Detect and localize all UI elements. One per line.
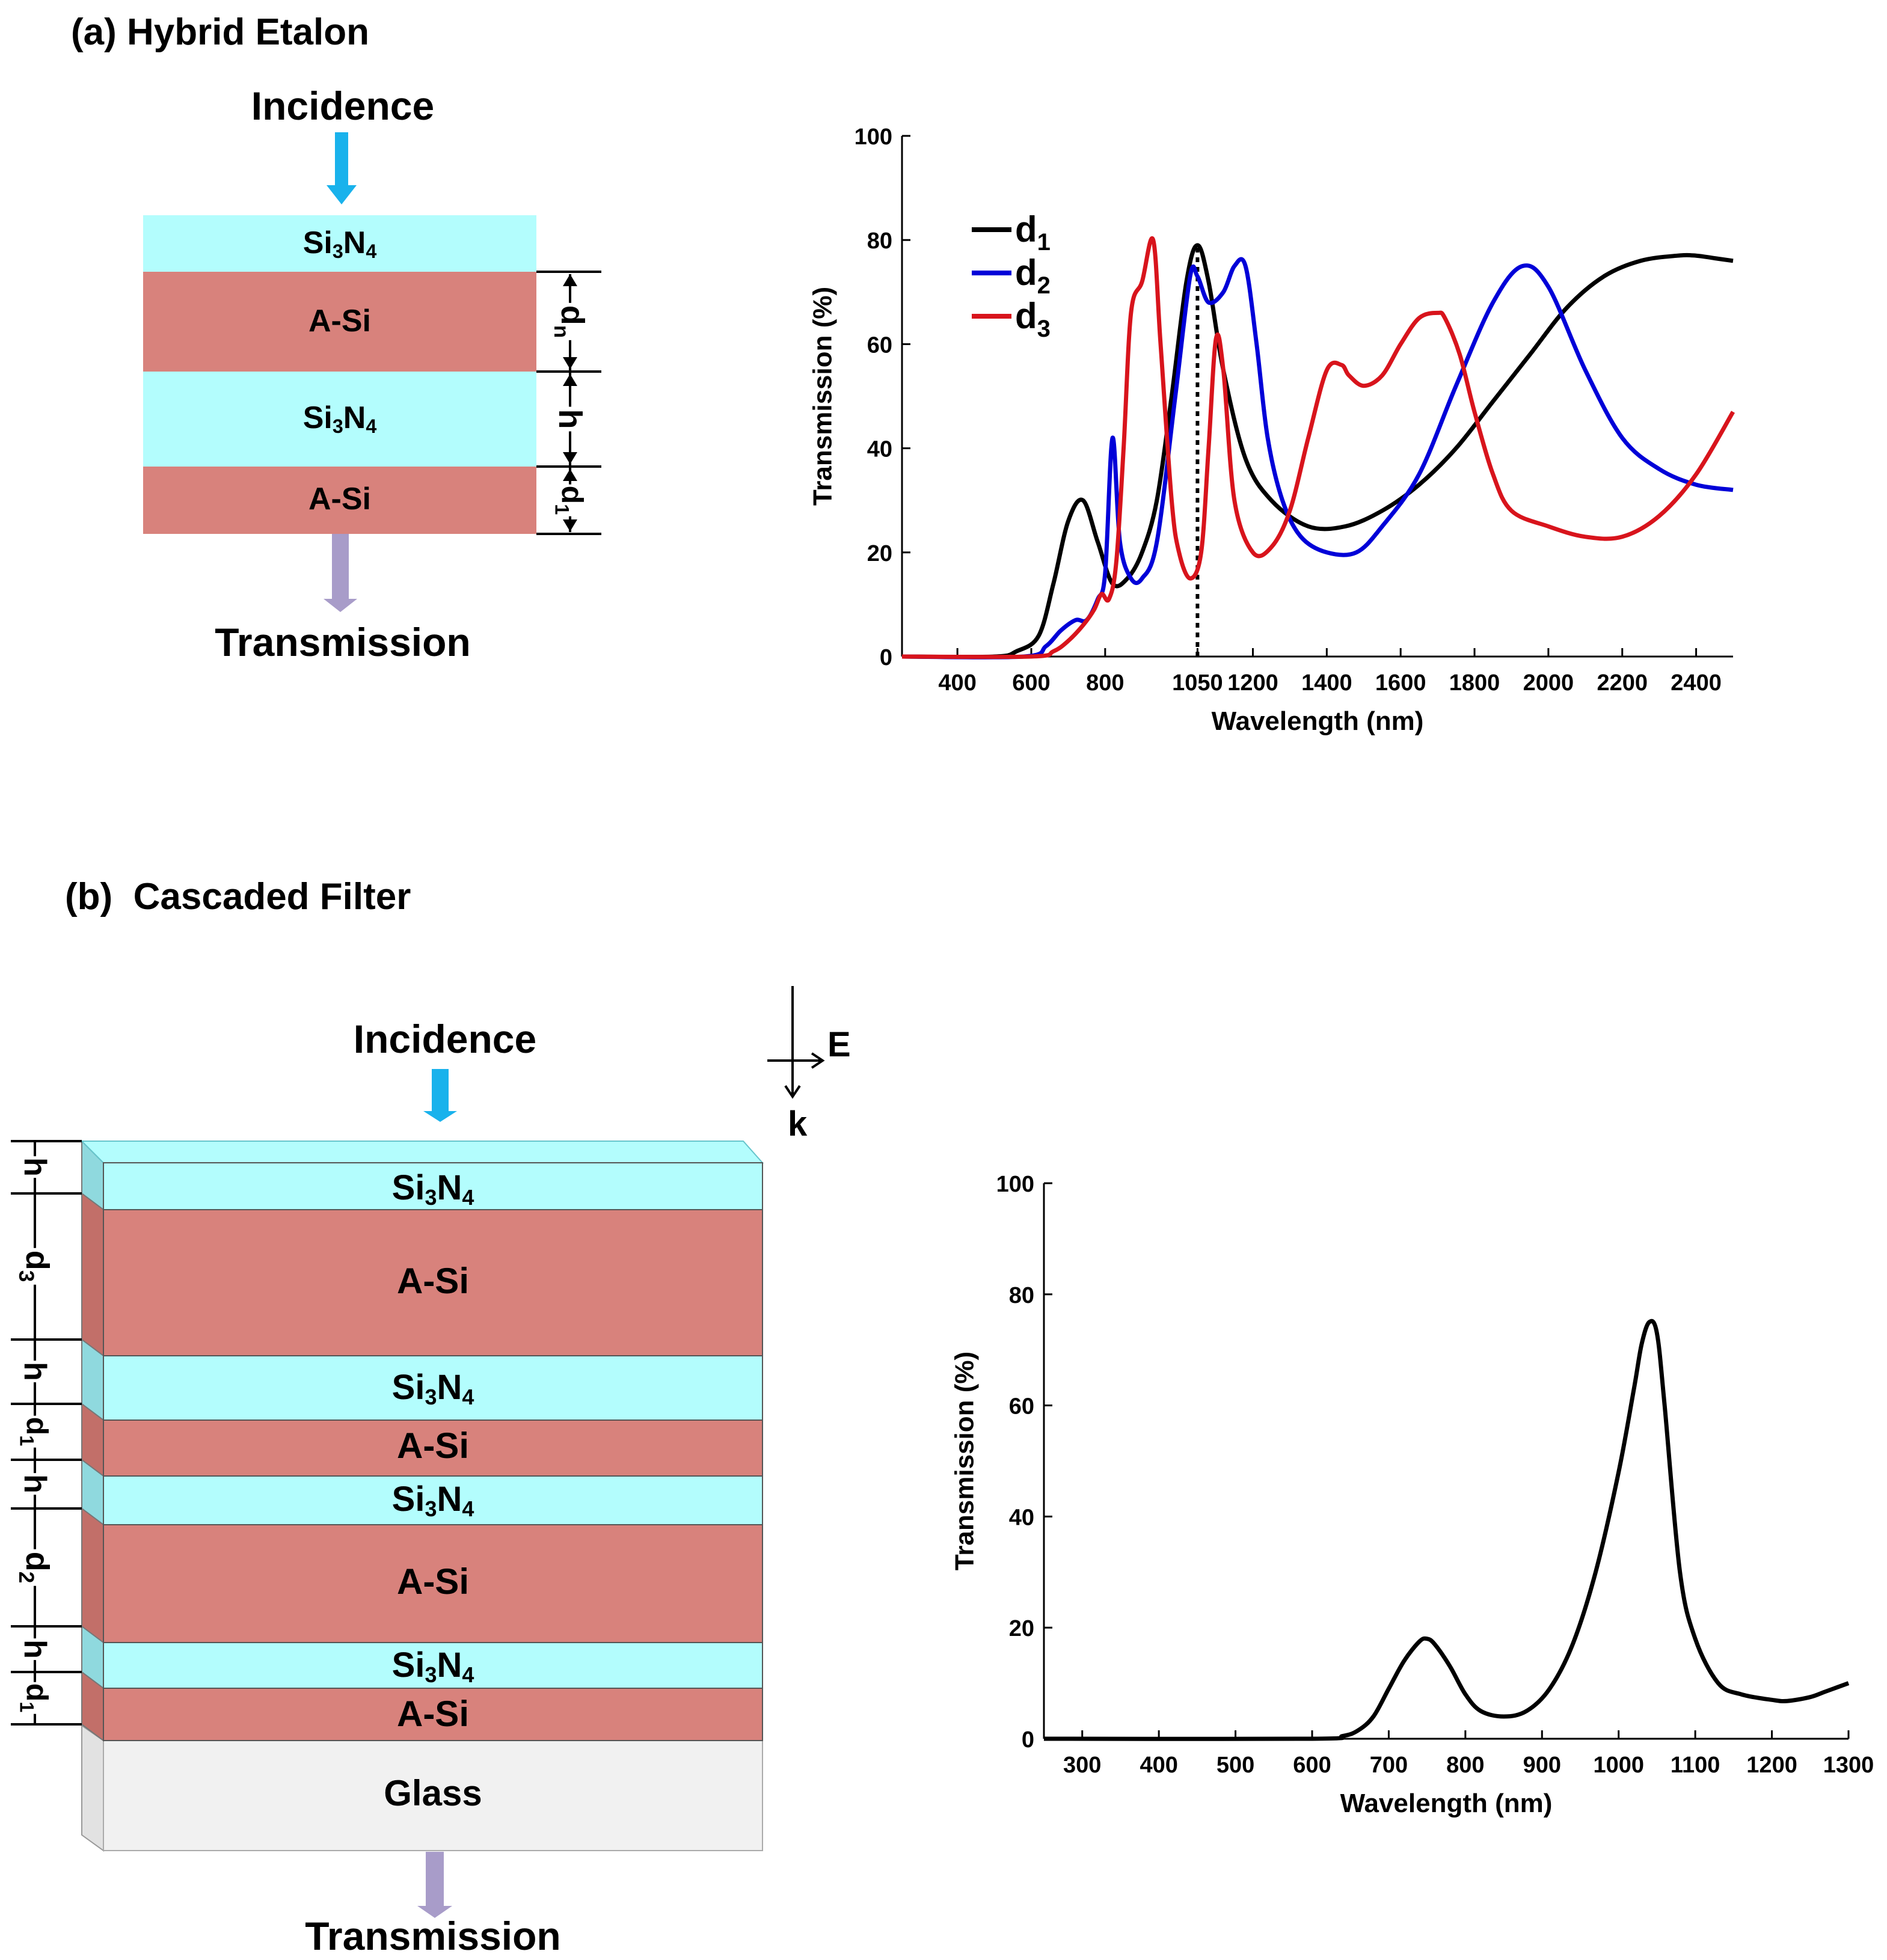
x-tick-label: 800 <box>1086 670 1124 696</box>
y-axis-label: Transmission (%) <box>808 287 837 506</box>
panel-a-label-asi-top: A-Si <box>308 304 371 338</box>
panel-a-layer-si3n4-top <box>143 215 536 272</box>
x-tick-label: 600 <box>1293 1753 1331 1778</box>
x-tick-label: 800 <box>1446 1753 1484 1778</box>
panel-b-structure <box>11 986 825 1918</box>
panel-b-dim-d2: d2 <box>14 1549 56 1586</box>
panel-a-transmission-label: Transmission <box>215 620 471 664</box>
y-tick-label: 20 <box>867 541 892 566</box>
panel-b-transmission-label: Transmission <box>305 1914 561 1958</box>
x-tick-label: 1000 <box>1593 1753 1644 1778</box>
panel-b-dim-d3: d3 <box>14 1248 56 1285</box>
x-tick-label: 400 <box>938 670 976 696</box>
field-axes-icon <box>767 986 825 1099</box>
chart-b: 0 20 40 60 80 100 300 400 500 600 700 800 900 1000 110… <box>950 1172 1874 1818</box>
transmission-arrow-icon <box>417 1852 452 1918</box>
y-tick-label: 40 <box>1009 1505 1034 1530</box>
x-tick-label: 1300 <box>1823 1753 1874 1778</box>
field-k-label: k <box>788 1104 808 1144</box>
x-tick-label: 900 <box>1523 1753 1561 1778</box>
panel-b-dimension-lines <box>11 1140 82 1726</box>
field-e-label: E <box>827 1025 851 1064</box>
y-axis-label: Transmission (%) <box>950 1352 979 1570</box>
y-tick-label: 0 <box>1022 1727 1034 1753</box>
legend-label-d1: d1 <box>1015 209 1051 256</box>
x-tick-label: 1100 <box>1671 1753 1720 1778</box>
x-tick-label: 1800 <box>1449 670 1500 696</box>
x-tick-label: 1050 <box>1172 670 1223 696</box>
transmission-arrow-icon <box>324 534 357 612</box>
panel-a-layer-asi-bottom <box>143 467 536 534</box>
panel-a-layer-si3n4-mid <box>143 372 536 467</box>
panel-b-label-asi-1: A-Si <box>397 1261 469 1301</box>
panel-a-structure <box>143 132 601 612</box>
panel-b-stack-top-face <box>80 1141 764 1163</box>
panel-b-label-si3n4-3: Si3N4 <box>391 1480 474 1521</box>
y-tick-label: 100 <box>855 124 892 150</box>
y-tick-label: 20 <box>1009 1616 1034 1641</box>
y-tick-label: 40 <box>867 437 892 462</box>
panel-a-label-asi-bottom: A-Si <box>308 482 371 516</box>
panel-a-incidence-label: Incidence <box>251 84 435 128</box>
x-tick-label: 1400 <box>1301 670 1352 696</box>
y-tick-label: 60 <box>1009 1394 1034 1419</box>
series-cascaded <box>1043 1318 1850 1741</box>
panel-b-layer-si3n4-3 <box>103 1475 763 1525</box>
panel-b-layer-asi-4 <box>103 1688 763 1741</box>
panel-b-dim-h-1: h <box>17 1156 53 1178</box>
panel-b-title: (b) Cascaded Filter <box>65 876 411 917</box>
panel-b-dim-h-4: h <box>17 1638 53 1660</box>
panel-b-label-asi-3: A-Si <box>397 1561 469 1602</box>
panel-b-layer-si3n4-1 <box>103 1162 763 1210</box>
panel-b-incidence-label: Incidence <box>353 1017 537 1061</box>
x-tick-label: 1200 <box>1227 670 1278 696</box>
x-axis-label: Wavelength (nm) <box>1340 1789 1553 1818</box>
panel-b-label-si3n4-4: Si3N4 <box>391 1646 474 1687</box>
y-tick-label: 0 <box>880 645 892 670</box>
panel-a-title: (a) Hybrid Etalon <box>71 11 370 53</box>
x-tick-label: 300 <box>1063 1753 1101 1778</box>
panel-b-dim-d1-lower: d1 <box>15 1682 55 1714</box>
y-tick-label: 60 <box>867 332 892 358</box>
panel-b-label-asi-2: A-Si <box>397 1426 469 1466</box>
panel-b-stack-side <box>81 1139 104 1742</box>
x-tick-label: 500 <box>1217 1753 1254 1778</box>
legend-label-d2: d2 <box>1015 253 1051 299</box>
panel-b-glass-block <box>81 1724 763 1852</box>
x-tick-label: 1600 <box>1375 670 1426 696</box>
panel-b-label-asi-4: A-Si <box>397 1694 469 1734</box>
incidence-arrow-icon <box>423 1069 457 1122</box>
panel-b-label-si3n4-1: Si3N4 <box>391 1168 474 1210</box>
legend-label-d3: d3 <box>1015 296 1051 342</box>
x-tick-label: 2400 <box>1671 670 1722 696</box>
y-tick-label: 80 <box>1009 1283 1034 1308</box>
panel-a-label-si3n4-mid: Si3N4 <box>302 400 377 438</box>
panel-b-layer-asi-2 <box>103 1419 763 1477</box>
panel-b-layer-si3n4-4 <box>103 1642 763 1689</box>
x-tick-label: 700 <box>1370 1753 1408 1778</box>
panel-a-layer-asi-top <box>143 272 536 372</box>
x-axis-label: Wavelength (nm) <box>1212 706 1424 736</box>
x-tick-label: 600 <box>1012 670 1050 696</box>
incidence-arrow-icon <box>327 132 357 204</box>
panel-b-label-glass: Glass <box>384 1773 482 1813</box>
x-tick-label: 2000 <box>1523 670 1574 696</box>
series-d1 <box>901 243 1734 660</box>
panel-b-dim-h-2: h <box>17 1361 53 1382</box>
series-d3 <box>901 236 1735 660</box>
x-tick-label: 2200 <box>1597 670 1648 696</box>
x-tick-label: 400 <box>1140 1753 1177 1778</box>
panel-a-dimension-arrows <box>563 274 577 531</box>
y-tick-label: 100 <box>996 1172 1034 1197</box>
y-tick-label: 80 <box>867 228 892 254</box>
panel-b-label-si3n4-2: Si3N4 <box>391 1368 474 1409</box>
panel-a-label-si3n4-top: Si3N4 <box>302 225 377 263</box>
panel-b-dim-d1-upper: d1 <box>15 1415 55 1448</box>
panel-b-layer-asi-1 <box>103 1209 763 1356</box>
panel-b-dim-h-3: h <box>17 1473 53 1495</box>
panel-b-layer-si3n4-2 <box>103 1355 763 1421</box>
panel-b-stack-front <box>103 1162 763 1741</box>
chart-a: 0 20 40 60 80 100 400 600 800 1050 1200 1400 1600 180… <box>808 124 1735 736</box>
x-tick-label: 1200 <box>1746 1753 1797 1778</box>
